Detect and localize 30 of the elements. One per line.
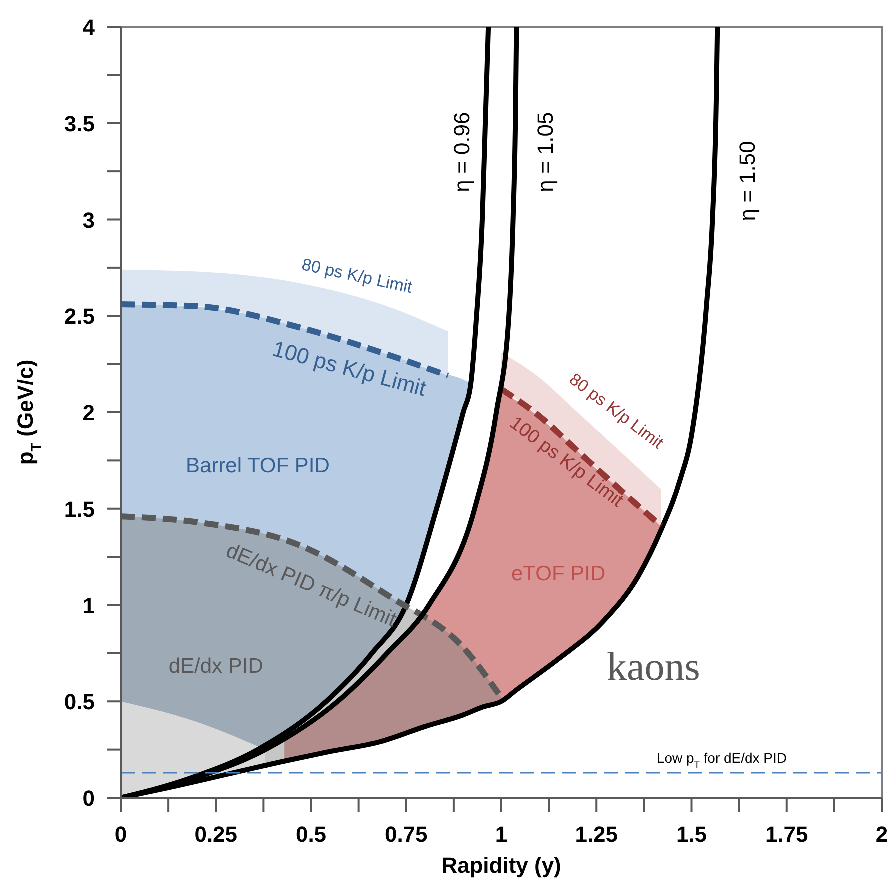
ref-line-label: Low p$_{T}$ for dE/dx PID xyxy=(656,750,788,770)
x-tick-label: 0.25 xyxy=(194,822,238,847)
annotation: η = 1.50 xyxy=(734,141,760,222)
x-tick-label: 1 xyxy=(495,822,508,847)
annotation: η = 0.96 xyxy=(449,112,474,192)
y-tick-label: 1.5 xyxy=(64,496,95,522)
y-tick-label: 3 xyxy=(82,208,95,233)
annotation: eTOF PID xyxy=(512,562,606,585)
annotation: 80 ps K/p Limit xyxy=(300,256,414,298)
x-tick-label: 1.25 xyxy=(575,822,618,847)
y-tick-label: 2 xyxy=(82,400,95,426)
x-tick-label: 0 xyxy=(114,822,128,847)
y-tick-label: 2.5 xyxy=(64,304,95,330)
y-tick-label: 4 xyxy=(82,15,96,40)
x-tick-label: 2 xyxy=(876,822,888,847)
annotation: kaons xyxy=(607,644,700,689)
annotation: 100 ps K/p Limit xyxy=(270,336,430,401)
y-tick-label: 1 xyxy=(82,593,95,618)
y-tick-label: 3.5 xyxy=(64,111,95,136)
y-tick-label: 0 xyxy=(82,786,95,811)
x-tick-label: 1.5 xyxy=(676,822,708,847)
x-axis-title: Rapidity (y) xyxy=(442,853,562,878)
y-tick-label: 0.5 xyxy=(64,690,95,715)
x-tick-label: 0.5 xyxy=(296,822,327,847)
x-tick-label: 1.75 xyxy=(765,822,808,847)
annotation: η = 1.05 xyxy=(532,112,558,192)
annotation: Barrel TOF PID xyxy=(186,454,330,478)
x-tick-label: 0.75 xyxy=(384,822,428,847)
annotation: dE/dx PID xyxy=(168,654,264,678)
annotation: dE/dx PID π/p Limit xyxy=(223,538,400,632)
